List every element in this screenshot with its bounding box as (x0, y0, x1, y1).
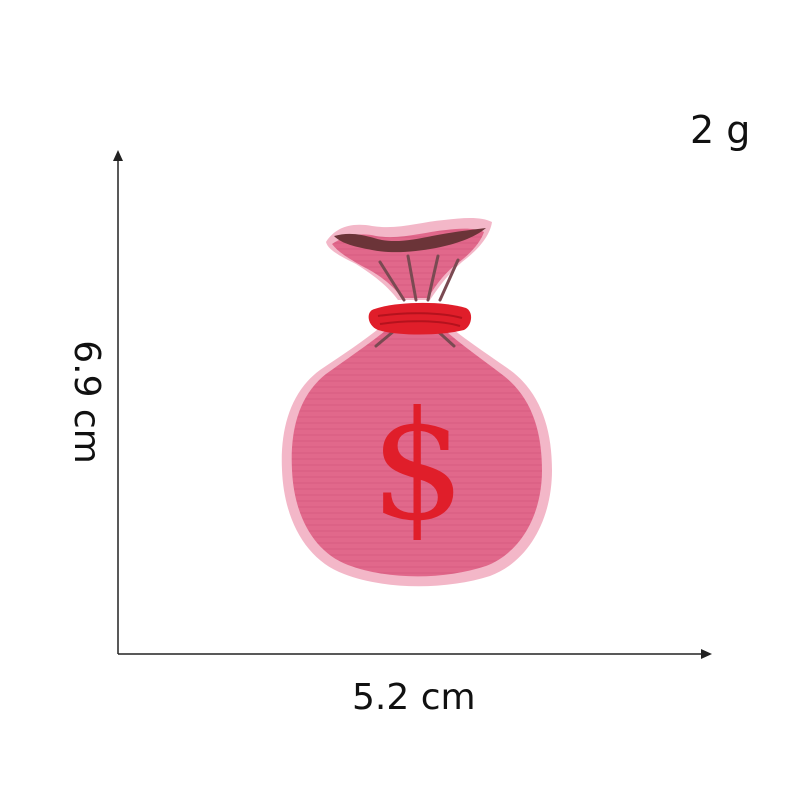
bag-body (291, 320, 542, 577)
weight-label: 2 g (690, 108, 751, 152)
bag-tie-stitch (377, 312, 463, 327)
bag-pleats (378, 254, 460, 302)
horizontal-axis-arrowhead (701, 649, 712, 659)
width-label: 5.2 cm (352, 677, 476, 718)
money-bag-icon: $ (281, 218, 552, 587)
bag-tie (368, 302, 472, 335)
vertical-axis-arrowhead (113, 150, 123, 161)
bag-opening (334, 228, 486, 253)
dollar-symbol: $ (370, 380, 465, 554)
height-label: 6.9 cm (66, 340, 107, 464)
